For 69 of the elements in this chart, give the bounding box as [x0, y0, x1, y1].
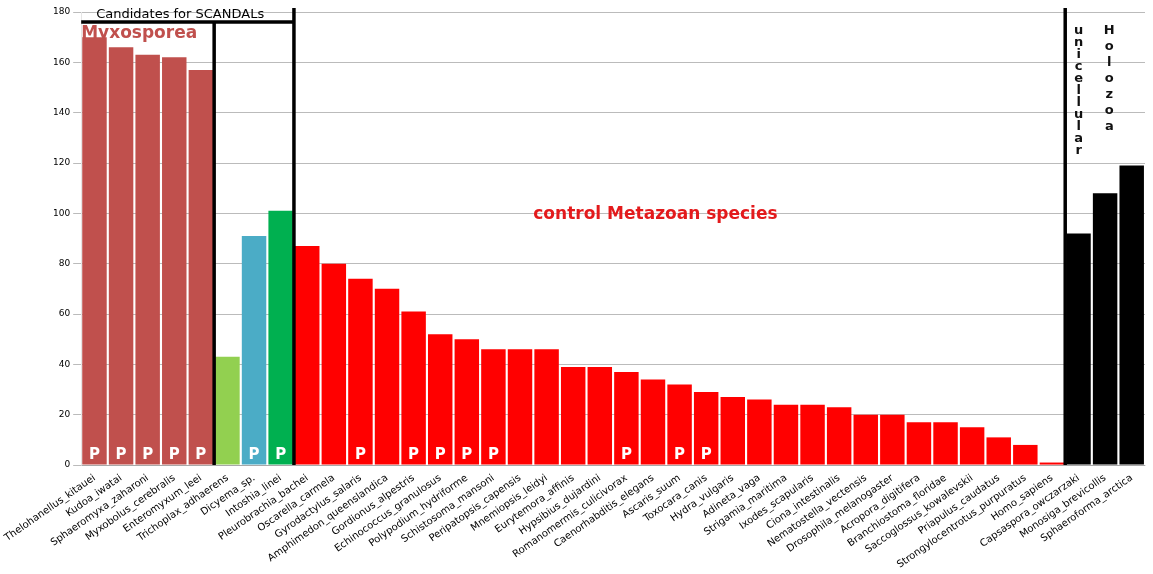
- bar: [906, 422, 932, 465]
- data-label: P: [461, 445, 473, 464]
- bar: [321, 263, 347, 465]
- bar: [1092, 193, 1118, 465]
- annotation: unicellular: [1071, 22, 1087, 154]
- bar: [800, 404, 825, 465]
- bar: [747, 399, 772, 465]
- data-label: P: [674, 445, 686, 464]
- data-label: P: [275, 445, 287, 464]
- bar: [268, 210, 293, 465]
- bar: [108, 47, 134, 465]
- bar: [241, 236, 267, 465]
- data-label: P: [115, 445, 127, 464]
- y-tick-label: 60: [58, 308, 71, 319]
- bar: [853, 414, 878, 465]
- data-label: P: [700, 445, 712, 464]
- bar: [481, 349, 506, 465]
- data-label: P: [487, 445, 499, 464]
- bar: [587, 366, 613, 465]
- bar: [135, 54, 160, 465]
- bar: [454, 339, 480, 465]
- bar: [880, 414, 905, 465]
- y-tick-label: 100: [52, 207, 71, 218]
- data-label: P: [168, 445, 180, 464]
- data-label: P: [195, 445, 207, 464]
- bar: [534, 349, 559, 465]
- bar: [1013, 444, 1038, 465]
- bar: [933, 422, 958, 465]
- y-tick-label: 160: [52, 56, 71, 67]
- bar: [507, 349, 533, 465]
- annotation: Holozoa: [1101, 22, 1117, 134]
- bar: [162, 57, 187, 465]
- data-label: P: [408, 445, 420, 464]
- bar: [1066, 233, 1091, 465]
- bar: [1119, 165, 1144, 465]
- data-label: P: [354, 445, 366, 464]
- bar: [986, 437, 1011, 465]
- bar: [374, 288, 400, 465]
- y-tick-label: 80: [58, 258, 71, 269]
- y-tick-label: 20: [58, 409, 71, 420]
- y-tick-label: 40: [58, 358, 71, 369]
- bar: [667, 384, 692, 465]
- bar: [427, 334, 453, 465]
- data-label: P: [248, 445, 260, 464]
- bar: [773, 404, 799, 465]
- bar: [614, 371, 639, 465]
- data-label: P: [88, 445, 100, 464]
- data-label: P: [142, 445, 154, 464]
- y-tick-label: 180: [52, 6, 71, 17]
- bar: [959, 427, 985, 465]
- bar: [401, 311, 426, 465]
- y-tick-label: 120: [52, 157, 71, 168]
- bar: [826, 407, 852, 465]
- data-label: P: [434, 445, 446, 464]
- bar: [560, 366, 586, 465]
- data-label: P: [620, 445, 632, 464]
- annotation: Candidates for SCANDALs: [96, 6, 265, 21]
- annotation: control Metazoan species: [533, 203, 778, 224]
- y-tick-label: 0: [64, 459, 71, 470]
- y-tick-label: 140: [52, 107, 71, 118]
- bar: [295, 246, 320, 465]
- bar: [720, 397, 745, 465]
- bar: [215, 356, 240, 465]
- bar: [640, 379, 666, 465]
- bar: [1039, 462, 1065, 465]
- bar: [188, 69, 214, 465]
- annotation: Myxosporea: [81, 22, 198, 42]
- bar: [348, 278, 373, 465]
- bar: [693, 392, 719, 465]
